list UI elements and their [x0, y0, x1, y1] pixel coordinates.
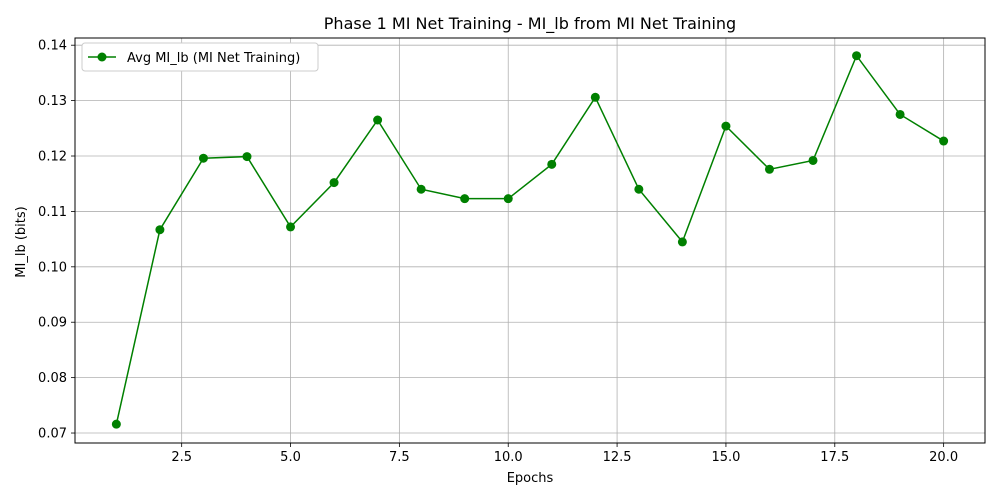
x-tick-label: 5.0 — [280, 450, 301, 465]
x-tick-label: 7.5 — [389, 450, 410, 465]
y-tick-label: 0.11 — [38, 205, 67, 220]
data-point — [939, 136, 949, 146]
data-point — [634, 184, 644, 194]
x-tick-label: 10.0 — [494, 450, 523, 465]
data-point — [329, 178, 339, 188]
legend-point-marker — [97, 52, 107, 62]
x-tick-label: 15.0 — [711, 450, 740, 465]
legend-box — [81, 42, 319, 72]
y-axis-label: MI_lb (bits) — [14, 206, 29, 277]
x-tick-label: 12.5 — [603, 450, 632, 465]
y-tick-label: 0.13 — [38, 94, 67, 109]
plot-frame — [74, 37, 986, 444]
data-point — [808, 155, 818, 165]
data-point — [503, 194, 513, 204]
data-point — [155, 225, 165, 235]
data-point — [286, 222, 296, 232]
x-tick-label: 20.0 — [929, 450, 958, 465]
data-point — [895, 109, 905, 119]
data-point — [242, 152, 252, 162]
data-point — [198, 153, 208, 163]
data-point — [764, 164, 774, 174]
data-point — [852, 51, 862, 61]
data-point — [416, 184, 426, 194]
grid — [75, 38, 985, 443]
data-point — [677, 237, 687, 247]
data-point — [373, 115, 383, 125]
legend: Avg MI_lb (MI Net Training) — [81, 42, 319, 72]
x-axis-ticks: 2.5 5.0 7.5 10.0 12.5 15.0 17.5 20.0 — [171, 443, 958, 465]
y-tick-label: 0.10 — [38, 260, 67, 275]
y-tick-label: 0.08 — [38, 371, 67, 386]
y-tick-label: 0.09 — [38, 316, 67, 331]
data-point — [111, 419, 121, 429]
series-layer — [111, 51, 949, 429]
legend-entry-label: Avg MI_lb (MI Net Training) — [127, 51, 300, 66]
series-line — [115, 54, 945, 425]
y-tick-label: 0.07 — [38, 427, 67, 442]
data-point — [721, 121, 731, 131]
data-point — [460, 194, 470, 204]
x-axis-label: Epochs — [507, 471, 554, 486]
y-axis-ticks: 0.07 0.08 0.09 0.10 0.11 0.12 0.13 0.14 — [38, 39, 75, 442]
data-point — [590, 92, 600, 102]
chart-title: Phase 1 MI Net Training - MI_lb from MI … — [324, 14, 736, 34]
x-tick-label: 2.5 — [171, 450, 192, 465]
data-point — [547, 159, 557, 169]
y-tick-label: 0.12 — [38, 150, 67, 165]
y-tick-label: 0.14 — [38, 39, 67, 54]
x-tick-label: 17.5 — [820, 450, 849, 465]
